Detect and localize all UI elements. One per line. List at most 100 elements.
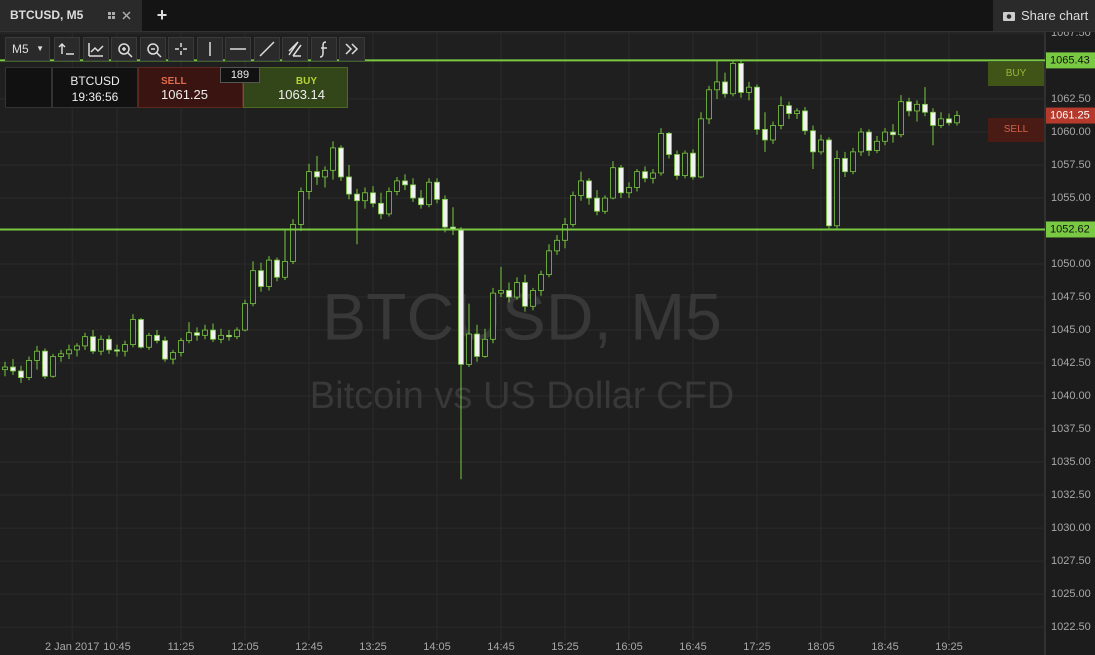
tab-bar: BTCUSD, M5 + Share chart (0, 0, 1095, 32)
tool-button[interactable] (225, 37, 251, 61)
x-tick-label: 14:05 (423, 641, 451, 653)
candle-body (202, 329, 208, 336)
tool-icon (258, 41, 275, 57)
candle-body (746, 86, 752, 93)
camera-icon (1003, 12, 1015, 21)
buy-price: 1063.14 (278, 87, 325, 102)
add-tab[interactable]: + (156, 5, 168, 25)
interval-select[interactable]: M5 ▼ (5, 37, 50, 61)
candle-body (146, 334, 152, 348)
candle-body (538, 274, 544, 291)
candle-body (514, 282, 520, 298)
candle-body (922, 103, 928, 113)
sell-tag: SELL (988, 118, 1044, 142)
level-tag (1046, 221, 1095, 238)
candle-body (466, 333, 472, 365)
candle-body (546, 250, 552, 276)
candle-body (770, 125, 776, 141)
share-label: Share chart (1021, 8, 1089, 23)
candle-body (730, 63, 736, 95)
tool-button[interactable] (310, 37, 337, 61)
candle-body (442, 198, 448, 228)
y-tick-label: 1035.00 (1051, 456, 1091, 468)
candles (2, 60, 960, 480)
candle-body (226, 334, 232, 338)
buy-label: BUY (295, 76, 317, 87)
clock: 19:36:56 (71, 90, 119, 104)
candle-body (690, 152, 696, 178)
candle-body (706, 89, 712, 120)
candle-body (802, 110, 808, 132)
level-tag (1046, 52, 1095, 69)
tool-button[interactable] (168, 37, 194, 61)
candle-body (930, 111, 936, 126)
tool-button[interactable] (82, 37, 109, 61)
candle-body (66, 349, 72, 355)
tool-button[interactable] (253, 37, 280, 61)
icon-path (345, 43, 359, 55)
sell-button[interactable]: SELL 1061.25 (138, 67, 243, 108)
tool-icon (58, 42, 74, 55)
candle-body (386, 191, 392, 215)
y-tick-label: 1040.00 (1051, 390, 1091, 402)
candle-body (274, 259, 280, 278)
panel-controls[interactable] (5, 67, 52, 108)
candle-body (122, 344, 128, 352)
x-tick-label: 10:45 (103, 641, 131, 653)
buy-button[interactable]: BUY 1063.14 (243, 67, 348, 108)
icon-path (175, 43, 187, 55)
candle-body (162, 340, 168, 360)
candle-body (234, 329, 240, 338)
candle-body (490, 292, 496, 340)
tool-icon (87, 43, 104, 57)
candle-body (250, 270, 256, 305)
tool-button[interactable] (339, 37, 365, 61)
candle-body (594, 197, 600, 212)
icon-path (319, 41, 327, 58)
candle-body (954, 115, 960, 124)
candle-body (178, 340, 184, 353)
candle-body (626, 187, 632, 194)
tool-button[interactable] (54, 37, 80, 61)
candle-body (498, 290, 504, 294)
candle-body (522, 282, 528, 307)
watermark-subtitle: Bitcoin vs US Dollar CFD (310, 375, 734, 417)
icon-path (118, 43, 133, 58)
candle-body (258, 270, 264, 287)
candle-body (210, 329, 216, 340)
y-tick-label: 1055.00 (1051, 192, 1091, 204)
candle-body (10, 366, 16, 372)
candle-body (938, 118, 944, 126)
share-chart-button[interactable]: Share chart (993, 0, 1095, 31)
candle-body (810, 130, 816, 153)
candle-body (290, 224, 296, 262)
candle-body (874, 140, 880, 151)
y-tick-label: 1022.50 (1051, 621, 1091, 633)
candle-body (218, 334, 224, 340)
tool-button[interactable] (139, 37, 166, 61)
tool-icon (118, 43, 133, 58)
candle-body (418, 197, 424, 206)
candle-body (74, 345, 80, 351)
tool-button[interactable] (111, 37, 137, 61)
candle-body (834, 158, 840, 227)
sell-label: SELL (161, 76, 187, 87)
candle-body (266, 259, 272, 287)
candle-body (330, 147, 336, 171)
candle-body (674, 154, 680, 177)
tool-button[interactable] (196, 37, 223, 61)
y-tick-label: 1047.50 (1051, 291, 1091, 303)
candle-body (362, 192, 368, 202)
grid (0, 31, 1095, 655)
symbol: BTCUSD (70, 74, 120, 88)
y-tick-label: 1037.50 (1051, 423, 1091, 435)
x-tick-label: 12:05 (231, 641, 259, 653)
tab-title: BTCUSD, M5 (10, 8, 84, 22)
chart-tab[interactable]: BTCUSD, M5 (0, 0, 142, 31)
candle-body (18, 370, 24, 378)
tool-button[interactable] (282, 37, 308, 61)
tool-icon (146, 43, 162, 58)
candle-body (42, 350, 48, 377)
candle-body (474, 333, 480, 357)
buy-tag: BUY (988, 62, 1044, 86)
